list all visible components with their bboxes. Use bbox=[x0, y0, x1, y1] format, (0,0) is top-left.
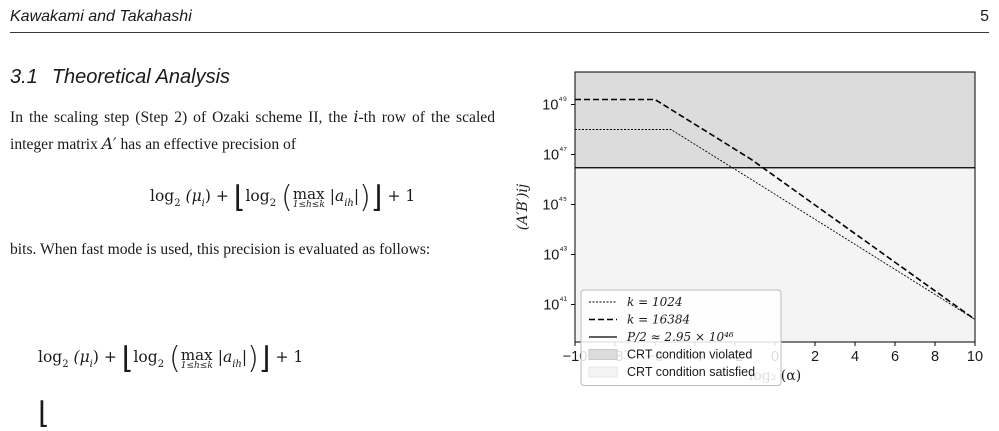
y-tick-label: 10⁴¹ bbox=[543, 296, 567, 314]
x-tick-label: 2 bbox=[811, 349, 819, 365]
section-heading: 3.1 Theoretical Analysis bbox=[10, 66, 230, 89]
x-tick-label: 6 bbox=[891, 349, 899, 365]
eq2-log-base-2: 2 bbox=[157, 359, 165, 370]
paragraph-1-text-b: -th row of the scaled integer matrix bbox=[10, 109, 495, 153]
paragraph-1-text-a: In the scaling step (Step 2) of Ozaki sc… bbox=[10, 109, 354, 126]
eq3-floor-fragment: ⌊ bbox=[38, 396, 50, 431]
chart: −10−8−6−4−2024681010⁴¹10⁴³10⁴⁵10⁴⁷10⁴⁹lo… bbox=[515, 71, 983, 386]
plot-area: −10−8−6−4−2024681010⁴¹10⁴³10⁴⁵10⁴⁷10⁴⁹lo… bbox=[515, 71, 983, 386]
paren-left: ( bbox=[281, 180, 293, 215]
author-names: Kawakami and Takahashi bbox=[10, 8, 192, 25]
floor-right: ⌋ bbox=[370, 180, 383, 215]
eq2-mu: (μ bbox=[73, 348, 90, 366]
eq2-plus-one: + 1 bbox=[275, 348, 304, 366]
precision-equation-repeat: log2 (μi) + ⌊log2 (max 1≤h≤k |aih|)⌋ + 1 bbox=[38, 341, 304, 376]
legend-label-1: k = 16384 bbox=[627, 313, 690, 327]
legend-label-4: CRT condition satisfied bbox=[627, 365, 755, 379]
eq2-abs-sub: ih bbox=[232, 359, 242, 370]
eq2-floor-left: ⌊ bbox=[121, 341, 134, 376]
y-tick-label: 10⁴⁷ bbox=[543, 146, 567, 164]
equation-cut-off: ⌊ bbox=[38, 396, 50, 431]
legend-label-0: k = 1024 bbox=[627, 295, 683, 309]
eq2-log-2: log bbox=[133, 348, 158, 366]
eq2-paren-right: ) bbox=[247, 341, 259, 376]
precision-equation: log2 (μi) + ⌊log2 (max 1≤h≤k |aih|)⌋ + 1 bbox=[150, 180, 416, 215]
x-tick-label: 4 bbox=[851, 349, 859, 365]
eq-mu-sub: i bbox=[201, 198, 205, 209]
eq-mu: (μ bbox=[185, 187, 202, 205]
paragraph-1-text-c: has an effective precision of bbox=[116, 136, 297, 153]
math-i: i bbox=[353, 108, 359, 126]
eq-max-word: max bbox=[292, 185, 325, 203]
eq2-floor-right: ⌋ bbox=[258, 341, 271, 376]
eq2-log: log bbox=[38, 348, 63, 366]
eq-max-range: 1≤h≤k bbox=[292, 200, 325, 210]
eq2-max-word: max bbox=[180, 346, 213, 364]
eq-log: log bbox=[150, 187, 175, 205]
y-tick-label: 10⁴⁵ bbox=[542, 196, 567, 214]
eq-plus-one: + 1 bbox=[387, 187, 416, 205]
eq-log-base: 2 bbox=[174, 198, 181, 209]
legend-swatch-3 bbox=[588, 349, 618, 360]
eq2-abs: |a bbox=[217, 348, 233, 366]
section-number: 3.1 bbox=[10, 66, 38, 88]
section-title-text: Theoretical Analysis bbox=[51, 66, 231, 88]
y-axis-label: (A′B′)ij bbox=[515, 183, 531, 230]
legend-box bbox=[580, 289, 782, 386]
series-line-1 bbox=[575, 98, 976, 321]
legend-label-2: P/2 ≈ 2.95 × 10⁴⁶ bbox=[626, 330, 734, 344]
eq2-log-base: 2 bbox=[62, 359, 69, 370]
eq2-max: max 1≤h≤k bbox=[180, 346, 213, 372]
legend-swatch-4 bbox=[588, 366, 618, 378]
x-tick-label: 10 bbox=[967, 349, 983, 365]
page-number: 5 bbox=[980, 8, 989, 25]
paragraph-2: bits. When fast mode is used, this preci… bbox=[10, 241, 431, 258]
paragraph-1: In the scaling step (Step 2) of Ozaki sc… bbox=[10, 104, 495, 158]
series-line-0 bbox=[575, 129, 976, 320]
running-head: Kawakami and Takahashi 5 bbox=[10, 2, 989, 33]
math-matrix-a-prime: A′ bbox=[101, 135, 117, 153]
legend-label-3: CRT condition violated bbox=[627, 348, 752, 362]
paren-right: ) bbox=[359, 180, 371, 215]
eq2-paren-left: ( bbox=[169, 341, 181, 376]
eq-max: max 1≤h≤k bbox=[292, 185, 325, 211]
region-0 bbox=[575, 72, 975, 168]
floor-left: ⌊ bbox=[233, 180, 246, 215]
eq2-max-range: 1≤h≤k bbox=[180, 361, 213, 371]
y-tick-label: 10⁴⁹ bbox=[542, 96, 567, 114]
eq-log-base-2: 2 bbox=[269, 198, 277, 209]
eq-abs: |a bbox=[329, 187, 345, 205]
eq-log-2: log bbox=[245, 187, 270, 205]
y-tick-label: 10⁴³ bbox=[543, 246, 567, 264]
x-tick-label: 8 bbox=[931, 349, 939, 365]
eq2-mu-sub: i bbox=[89, 359, 93, 370]
eq-abs-sub: ih bbox=[344, 198, 354, 209]
